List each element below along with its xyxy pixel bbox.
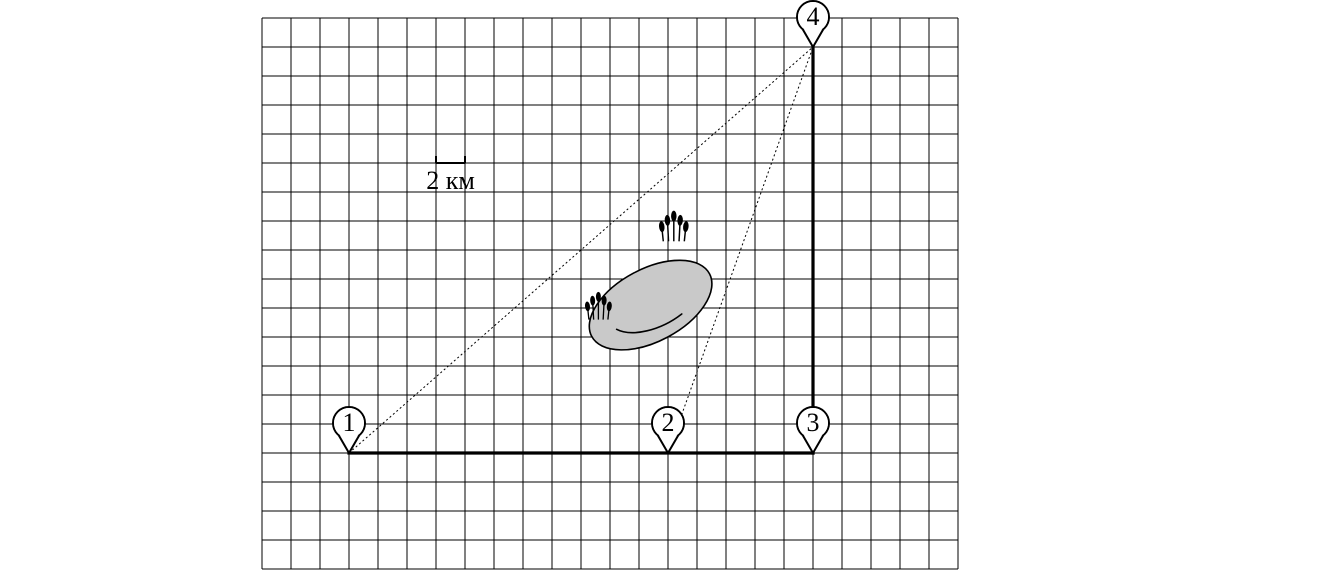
- marker-label: 1: [343, 408, 356, 437]
- scale-label: 2 км: [426, 166, 475, 195]
- marker-label: 4: [807, 2, 820, 31]
- marker-label: 2: [662, 408, 675, 437]
- marker-label: 3: [807, 408, 820, 437]
- diagram-canvas: 2 км 1 2 3 4: [0, 0, 1318, 583]
